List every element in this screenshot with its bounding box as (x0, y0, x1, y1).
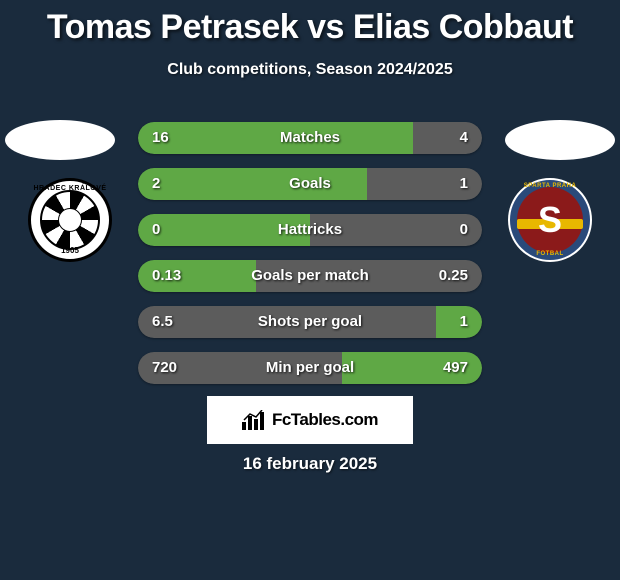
footer-date: 16 february 2025 (0, 454, 620, 474)
site-badge: FcTables.com (207, 396, 413, 444)
site-name: FcTables.com (272, 410, 378, 430)
stat-label: Goals per match (138, 260, 482, 292)
stat-row: 6.51Shots per goal (138, 306, 482, 338)
stat-label: Hattricks (138, 214, 482, 246)
club-logo-right: SPARTA PRAHA S FOTBAL (500, 178, 600, 262)
club-right-letter: S (538, 199, 562, 241)
club-left-year: 1905 (61, 246, 79, 255)
stats-container: 164Matches 21Goals 00Hattricks 0.130.25Goal… (138, 122, 482, 398)
stat-row: 0.130.25Goals per match (138, 260, 482, 292)
stat-label: Shots per goal (138, 306, 482, 338)
stat-label: Min per goal (138, 352, 482, 384)
stat-label: Goals (138, 168, 482, 200)
club-left-ring-text: HRADEC KRÁLOVÉ (33, 185, 106, 192)
stat-row: 00Hattricks (138, 214, 482, 246)
page-title: Tomas Petrasek vs Elias Cobbaut (0, 0, 620, 47)
player-left-photo (5, 120, 115, 160)
stat-row: 720497Min per goal (138, 352, 482, 384)
subtitle: Club competitions, Season 2024/2025 (0, 61, 620, 79)
stat-row: 21Goals (138, 168, 482, 200)
stat-label: Matches (138, 122, 482, 154)
stat-row: 164Matches (138, 122, 482, 154)
player-right-photo (505, 120, 615, 160)
ball-icon (58, 208, 82, 232)
chart-icon (242, 410, 266, 430)
club-left-pattern-icon (40, 190, 100, 250)
club-logo-left: HRADEC KRÁLOVÉ 1905 (20, 178, 120, 262)
club-right-ring-bottom: FOTBAL (536, 251, 563, 257)
